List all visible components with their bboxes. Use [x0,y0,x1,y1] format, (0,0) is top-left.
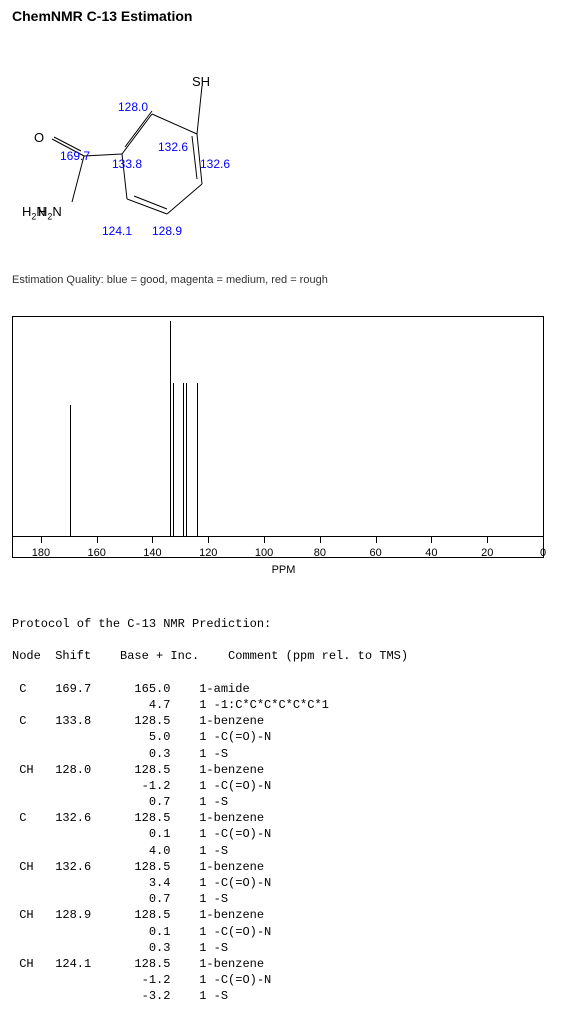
shift-label: 128.9 [152,224,182,238]
shift-label: 128.0 [118,100,148,114]
x-tick-label: 120 [199,547,217,559]
x-tick-label: 140 [143,547,161,559]
spectrum-peak [186,383,187,537]
shift-label: 124.1 [102,224,132,238]
x-tick-label: 40 [425,547,437,559]
nmr-spectrum-chart: 180 160 140 120 100 80 60 40 20 0 [12,316,544,558]
x-tick-label: 180 [32,547,50,559]
x-tick-label: 160 [87,547,105,559]
shift-label: 169.7 [60,149,90,163]
spectrum-peak [70,405,71,537]
spectrum-peak [173,383,174,537]
atom-label: O [34,130,44,145]
molecule-structure: SH O H2N 128.0 169.7 132.6 133.8 132.6 124.1 128.… [22,44,282,244]
x-tick-label: 20 [481,547,493,559]
chart-x-axis-label: PPM [12,564,555,576]
quality-legend: Estimation Quality: blue = good, magenta… [12,274,555,286]
shift-label: 132.6 [158,140,188,154]
spectrum-peak [183,383,184,537]
x-tick-label: 0 [540,547,546,559]
atom-label: SH [192,74,210,89]
x-tick-label: 100 [255,547,273,559]
x-tick-label: 60 [370,547,382,559]
shift-label: 133.8 [112,157,142,171]
spectrum-peak [170,321,171,537]
page-title: ChemNMR C-13 Estimation [12,8,555,24]
shift-label: 132.6 [200,157,230,171]
x-tick-label: 80 [314,547,326,559]
atom-label: H2N [22,204,46,222]
spectrum-peak [197,383,198,537]
protocol-table: Protocol of the C-13 NMR Prediction: Nod… [12,616,555,1005]
